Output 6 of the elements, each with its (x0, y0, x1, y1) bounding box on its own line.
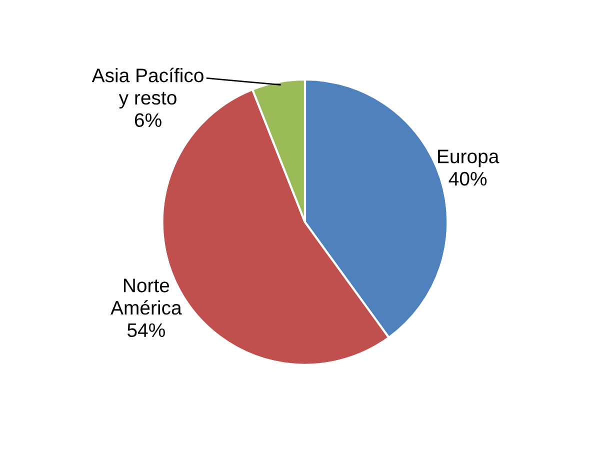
data-label: 40% (448, 172, 487, 186)
data-label: 54% (127, 323, 165, 338)
slice-label: Norte América (110, 278, 182, 315)
slice-label: Asia Pacífico y resto (92, 68, 204, 108)
slice-label: Europa (438, 150, 500, 168)
data-label: 6% (134, 113, 162, 128)
